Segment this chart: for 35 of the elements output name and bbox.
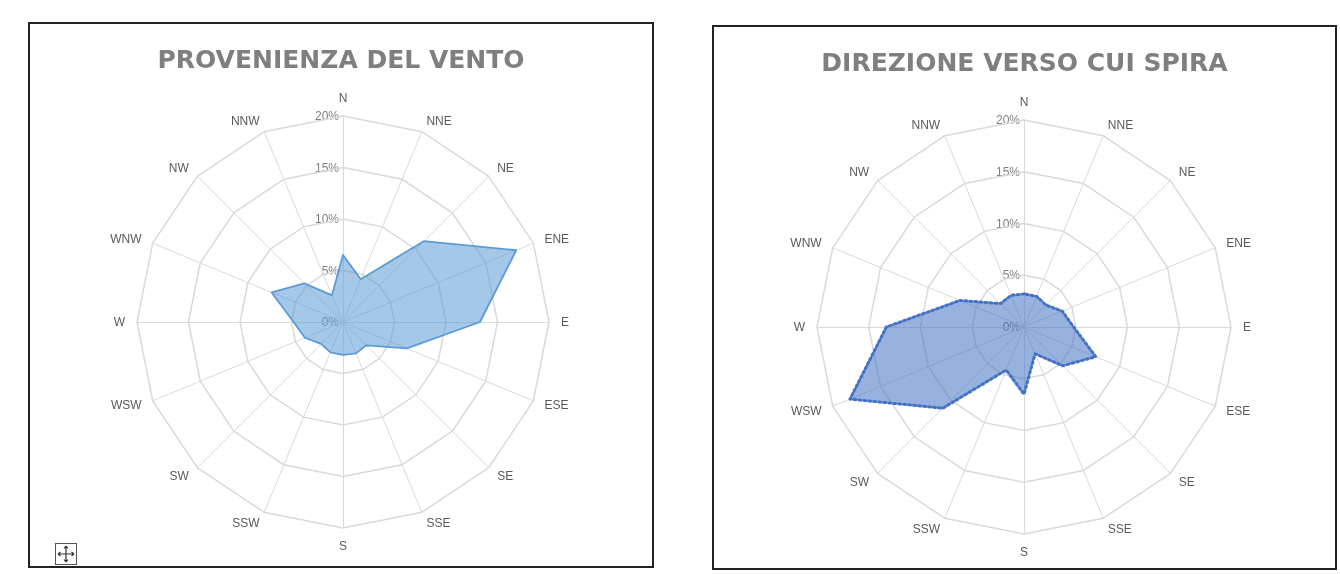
chart-title: PROVENIENZA DEL VENTO <box>157 45 525 74</box>
spoke-label: SSE <box>426 516 451 531</box>
spoke-label: SW <box>849 474 870 489</box>
spoke-label: SSW <box>912 522 941 537</box>
spoke-label: NNE <box>426 113 452 128</box>
spoke-label: WSW <box>110 398 143 413</box>
spoke-label: W <box>113 315 126 329</box>
spoke-label: S <box>338 539 348 553</box>
chart-title: DIREZIONE VERSO CUI SPIRA <box>821 48 1229 77</box>
spoke-label: SE <box>1178 474 1195 489</box>
spoke-label: E <box>561 315 570 329</box>
spoke-label: NW <box>849 165 870 180</box>
spoke-label: WNW <box>790 236 823 251</box>
spoke-label: N <box>1019 95 1029 109</box>
spoke-label: NW <box>168 160 190 175</box>
spoke-label: S <box>1019 545 1029 559</box>
spoke-label: NE <box>1178 165 1196 180</box>
spoke-label: ENE <box>544 231 570 246</box>
spoke-label: ESE <box>1226 403 1251 418</box>
spoke-label: NE <box>497 160 514 175</box>
spoke-label: WSW <box>791 403 823 418</box>
spoke-label: W <box>793 320 806 334</box>
spoke-label: SW <box>169 469 190 484</box>
spoke-label: E <box>1243 320 1252 334</box>
y-tick-label: 10% <box>995 216 1021 231</box>
spoke-label: ENE <box>1226 236 1252 251</box>
spoke-label: NNE <box>1107 117 1134 132</box>
spoke-label: SSE <box>1107 522 1132 537</box>
spoke-label: NNW <box>230 113 261 128</box>
spoke-label: SE <box>497 469 514 484</box>
spoke-label: SSW <box>232 516 261 531</box>
spoke-label: N <box>338 91 348 105</box>
spoke-label: ESE <box>544 398 569 413</box>
spoke-label: WNW <box>110 231 143 246</box>
spoke-label: NNW <box>911 117 941 132</box>
